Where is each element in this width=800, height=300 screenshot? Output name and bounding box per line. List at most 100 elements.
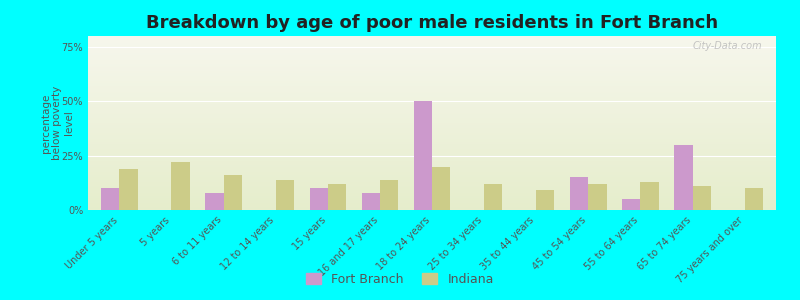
Bar <box>88 184 776 186</box>
Bar <box>223 175 242 210</box>
Bar <box>88 102 776 104</box>
Bar <box>88 76 776 78</box>
Bar <box>88 95 776 97</box>
Bar <box>88 116 776 118</box>
Bar <box>88 118 776 119</box>
Bar <box>88 40 776 41</box>
Bar <box>88 97 776 99</box>
Bar <box>88 57 776 58</box>
Bar <box>88 201 776 203</box>
Bar <box>88 208 776 210</box>
Bar <box>88 119 776 121</box>
Bar <box>88 38 776 40</box>
Bar <box>88 186 776 188</box>
Bar <box>88 130 776 132</box>
Bar <box>88 137 776 139</box>
Bar <box>536 190 554 210</box>
Bar <box>101 188 119 210</box>
Bar <box>88 196 776 198</box>
Bar <box>88 86 776 88</box>
Bar <box>641 182 658 210</box>
Bar <box>206 193 223 210</box>
Bar <box>88 165 776 167</box>
Bar <box>362 193 380 210</box>
Bar <box>88 114 776 116</box>
Bar <box>88 88 776 90</box>
Bar <box>88 99 776 100</box>
Bar <box>88 111 776 112</box>
Bar <box>88 180 776 182</box>
Bar <box>88 36 776 38</box>
Bar <box>88 149 776 151</box>
Bar <box>88 163 776 165</box>
Bar <box>88 112 776 114</box>
Bar <box>88 107 776 109</box>
Bar <box>88 78 776 80</box>
Y-axis label: percentage
below poverty
level: percentage below poverty level <box>41 86 74 160</box>
Bar <box>88 146 776 147</box>
Bar <box>88 106 776 107</box>
Bar <box>88 92 776 93</box>
Bar <box>88 104 776 106</box>
Bar <box>570 177 588 210</box>
Bar <box>88 121 776 123</box>
Bar <box>88 123 776 125</box>
Bar <box>88 85 776 86</box>
Bar <box>276 179 294 210</box>
Bar <box>88 193 776 194</box>
Bar <box>88 58 776 60</box>
Bar <box>328 184 346 210</box>
Bar <box>310 188 328 210</box>
Bar <box>88 203 776 205</box>
Bar <box>414 101 432 210</box>
Bar <box>88 74 776 76</box>
Bar <box>693 186 711 210</box>
Bar <box>88 172 776 173</box>
Bar <box>674 145 693 210</box>
Bar <box>88 144 776 146</box>
Title: Breakdown by age of poor male residents in Fort Branch: Breakdown by age of poor male residents … <box>146 14 718 32</box>
Bar <box>88 153 776 154</box>
Bar <box>88 52 776 53</box>
Bar <box>88 158 776 160</box>
Bar <box>88 100 776 102</box>
Bar <box>622 199 641 210</box>
Bar <box>88 73 776 74</box>
Bar <box>88 127 776 128</box>
Bar <box>88 45 776 46</box>
Bar <box>88 55 776 57</box>
Bar <box>432 167 450 210</box>
Bar <box>88 81 776 83</box>
Legend: Fort Branch, Indiana: Fort Branch, Indiana <box>301 268 499 291</box>
Bar <box>88 48 776 50</box>
Bar <box>88 135 776 137</box>
Bar <box>88 66 776 67</box>
Bar <box>88 62 776 64</box>
Bar <box>88 147 776 149</box>
Bar <box>88 189 776 191</box>
Bar <box>88 205 776 206</box>
Bar <box>88 167 776 168</box>
Bar <box>88 50 776 52</box>
Bar <box>588 184 606 210</box>
Bar <box>88 191 776 193</box>
Bar <box>88 151 776 153</box>
Bar <box>88 60 776 62</box>
Bar <box>88 80 776 81</box>
Bar <box>745 188 763 210</box>
Bar <box>88 160 776 161</box>
Bar <box>88 125 776 127</box>
Bar <box>88 142 776 144</box>
Bar <box>88 43 776 45</box>
Bar <box>88 200 776 201</box>
Bar <box>88 41 776 43</box>
Bar <box>88 128 776 130</box>
Bar <box>88 109 776 111</box>
Bar <box>88 46 776 48</box>
Bar <box>88 83 776 85</box>
Bar <box>88 71 776 73</box>
Bar <box>88 69 776 71</box>
Bar <box>88 179 776 180</box>
Bar <box>88 206 776 208</box>
Bar <box>88 175 776 177</box>
